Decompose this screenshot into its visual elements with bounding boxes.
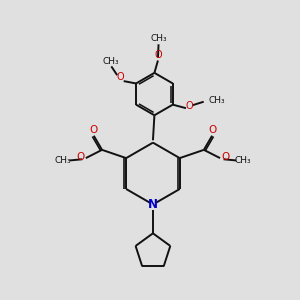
Text: O: O <box>116 72 124 82</box>
Text: CH₃: CH₃ <box>102 57 119 66</box>
Text: O: O <box>221 152 229 162</box>
Text: O: O <box>154 50 162 60</box>
Text: N: N <box>148 198 158 211</box>
Text: O: O <box>208 125 217 135</box>
Text: CH₃: CH₃ <box>150 34 167 43</box>
Text: CH₃: CH₃ <box>208 96 225 105</box>
Text: O: O <box>77 152 85 162</box>
Text: O: O <box>185 101 193 111</box>
Text: CH₃: CH₃ <box>55 156 71 165</box>
Text: CH₃: CH₃ <box>234 156 251 165</box>
Text: O: O <box>89 125 97 135</box>
